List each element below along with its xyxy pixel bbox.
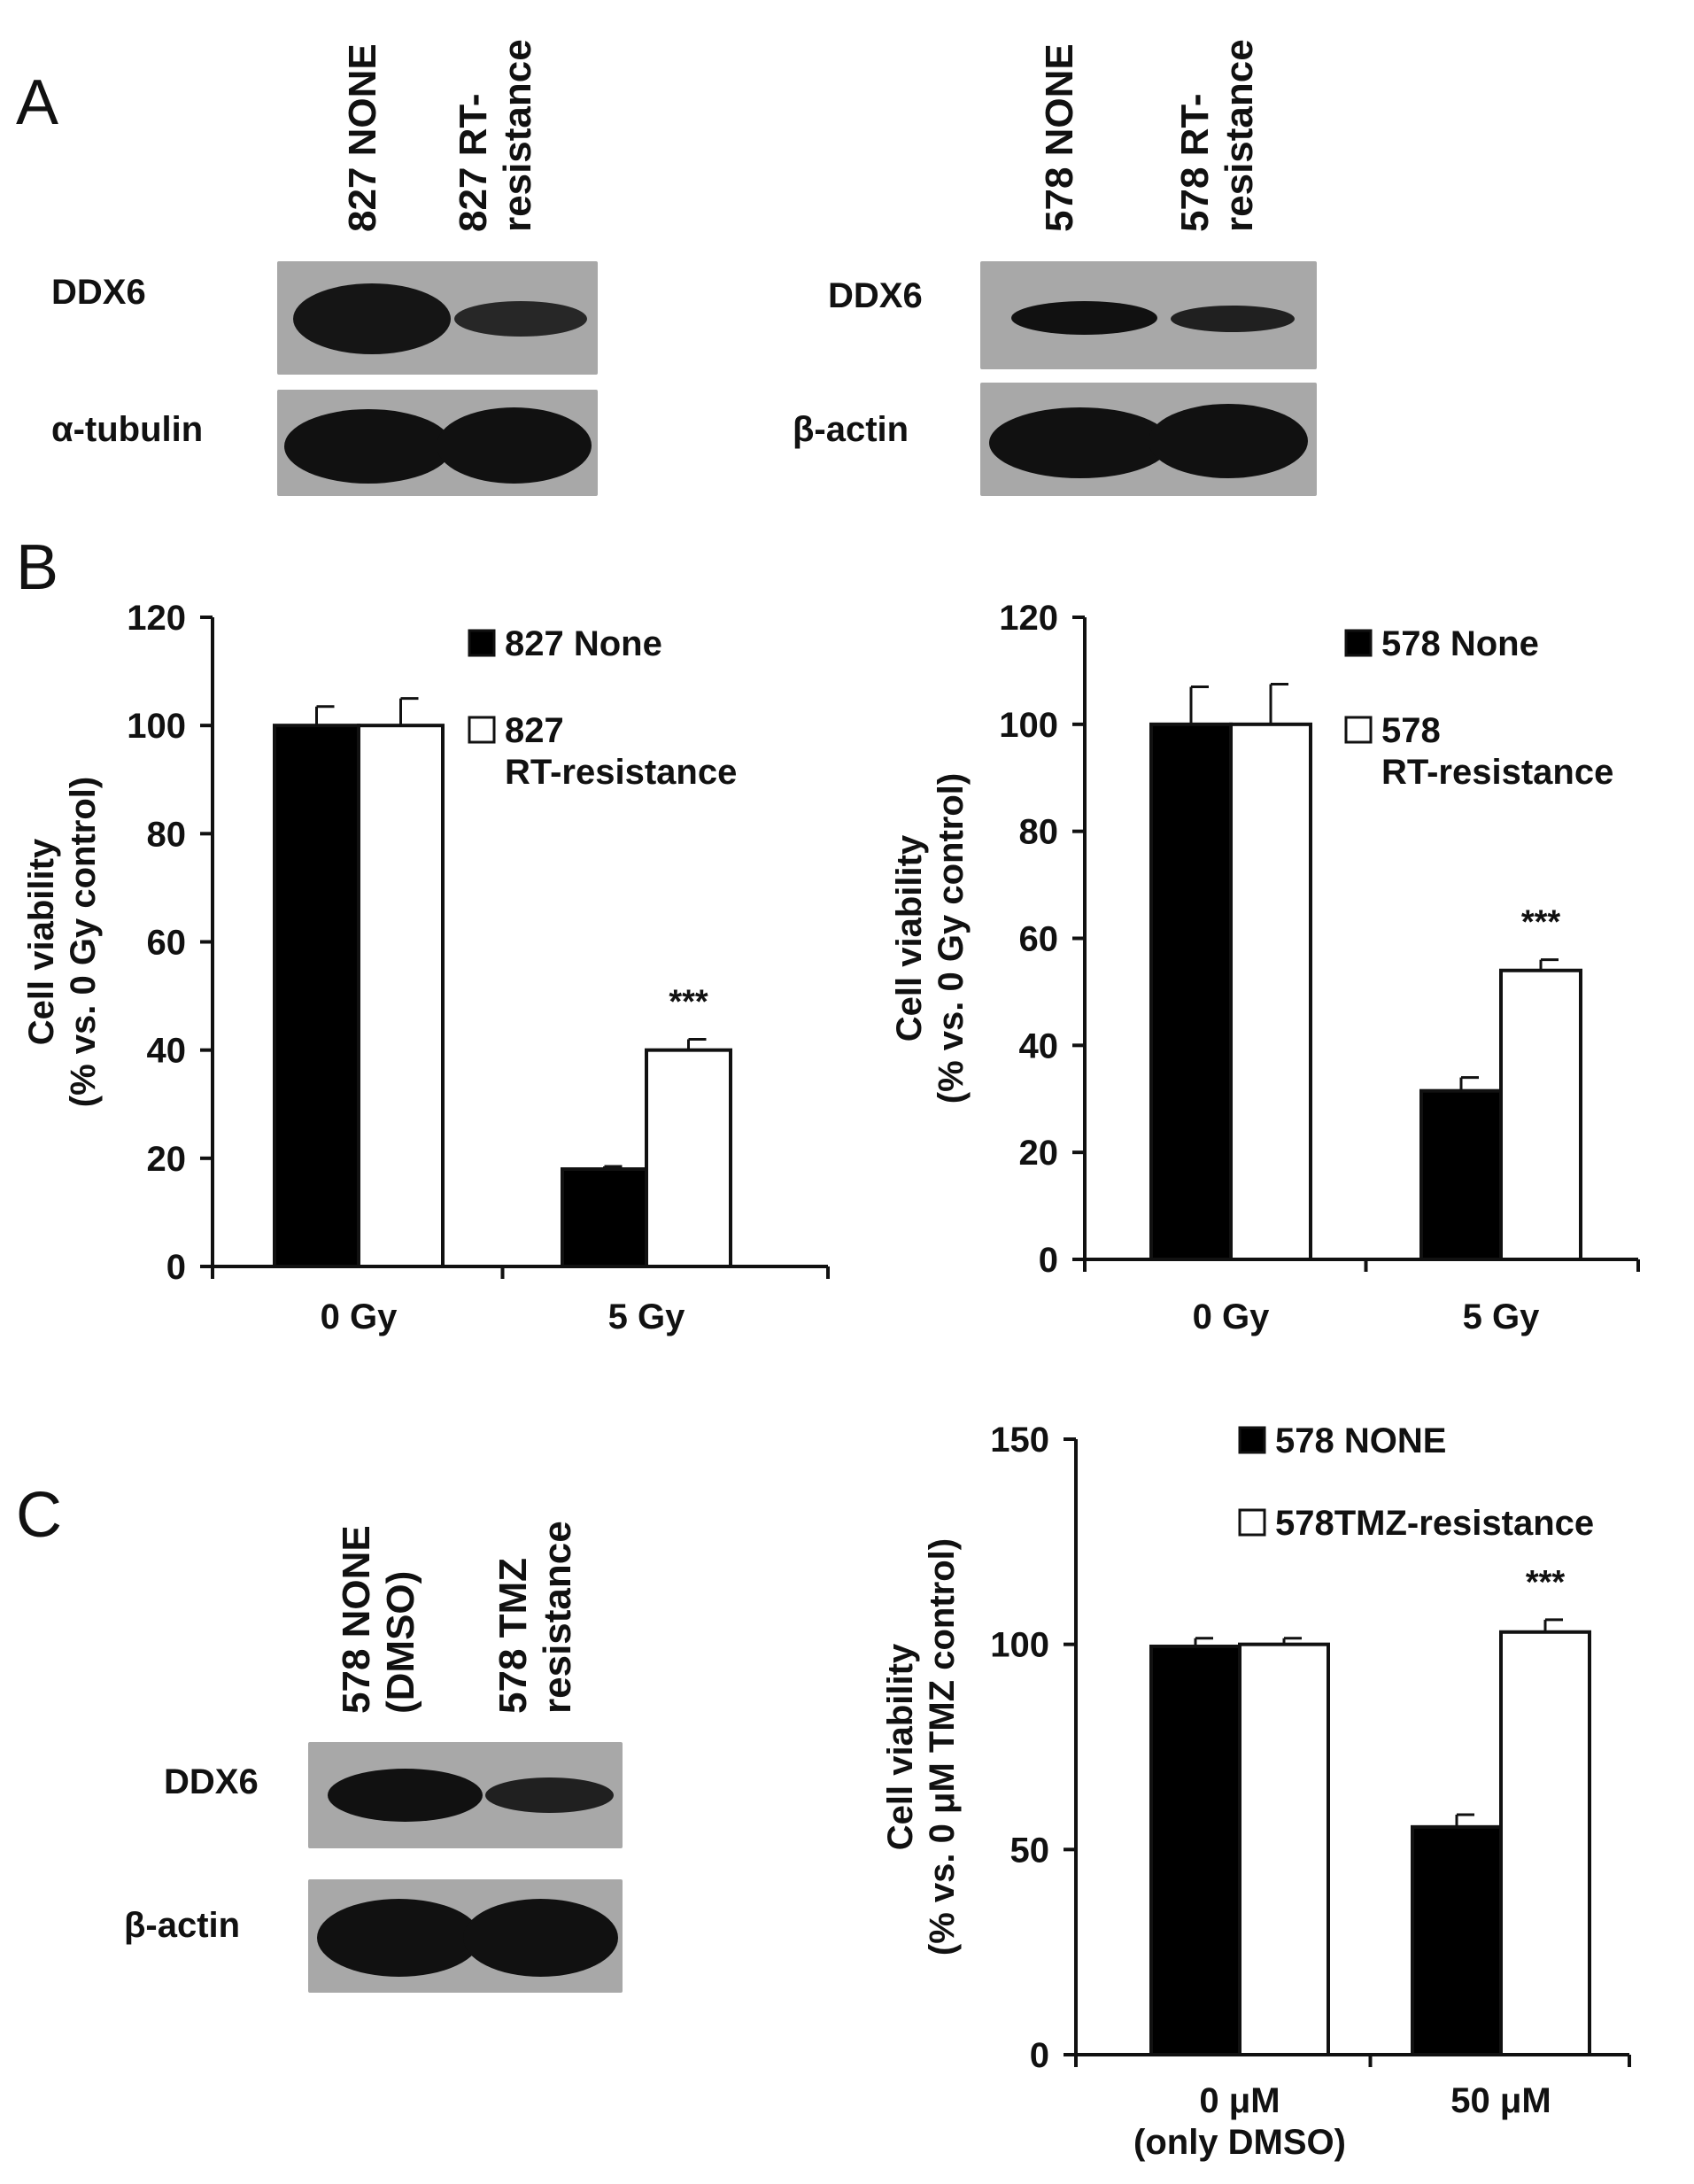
bar-chart-2: 0 20 40 60 80 100 120 Cell viability(% vs. 0 Gy… [890,599,1640,1336]
blot-row-label: β-actin [793,410,909,449]
protein-band [293,283,451,354]
y-axis-label: Cell viability(% vs. 0 Gy control) [890,773,971,1104]
legend-label: 578TMZ-resistance [1275,1504,1594,1543]
y-tick-label: 0 [166,1248,186,1287]
y-tick-label: 150 [990,1421,1049,1460]
legend-swatch [1344,629,1373,657]
y-tick-label: 40 [1019,1026,1059,1065]
protein-band [463,1899,618,1977]
blot-row-label: DDX6 [828,276,923,315]
blot-row-label: DDX6 [51,273,146,312]
bar [1419,1088,1503,1261]
x-tick-label: 50 μM [1450,2081,1551,2120]
panel-label-b: B [16,532,59,603]
blot-strip [308,1879,623,1993]
panel-label-c: C [16,1480,62,1551]
y-tick-label: 20 [147,1140,187,1179]
legend-swatch [1238,1426,1266,1454]
y-tick-label: 50 [1010,1831,1050,1870]
protein-band [317,1899,481,1977]
significance-marker: *** [669,983,708,1020]
protein-band [284,409,453,484]
bar [1149,1644,1241,2056]
protein-band [1011,301,1157,335]
blot-strip [308,1742,623,1848]
x-tick-label: 0 Gy [321,1297,398,1336]
bar [1229,722,1312,1261]
y-tick-label: 80 [147,815,187,854]
y-tick-label: 80 [1019,813,1059,852]
y-tick-label: 100 [990,1626,1049,1665]
bar [1411,1824,1503,2057]
legend-swatch [468,629,496,657]
bar [1238,1642,1330,2056]
protein-band [454,301,587,337]
bar-chart-3: 0 50 100 150 Cell viability(% vs. 0 μM TMZ c… [881,1421,1631,2162]
y-tick-label: 20 [1019,1134,1059,1173]
protein-band [989,407,1171,478]
legend-swatch [1238,1508,1266,1537]
blot-strip [980,261,1317,369]
y-tick-label: 60 [147,924,187,963]
bar [561,1167,648,1269]
y-axis-label: Cell viability(% vs. 0 μM TMZ control) [881,1538,962,1956]
bar [645,1048,732,1268]
protein-band [1149,404,1308,478]
y-tick-label: 60 [1019,920,1059,959]
blot-strip [277,390,598,496]
legend-label: 827 None [505,624,662,663]
y-tick-label: 100 [999,706,1058,745]
y-axis-label: Cell viability(% vs. 0 Gy control) [22,777,103,1107]
significance-marker: *** [1526,1564,1566,1601]
bar [1149,722,1233,1261]
bar [1499,1630,1591,2057]
legend-label: 578 NONE [1275,1421,1446,1460]
y-tick-label: 100 [127,707,186,746]
x-tick-label: 5 Gy [608,1297,685,1336]
blot-row-label: α-tubulin [51,410,204,449]
y-tick-label: 40 [147,1032,187,1071]
bar [273,724,360,1268]
protein-band [1171,306,1295,332]
y-tick-label: 120 [999,599,1058,638]
panel-label-a: A [16,67,59,138]
y-tick-label: 120 [127,599,186,638]
x-tick-label: 0 Gy [1193,1297,1270,1336]
y-tick-label: 0 [1030,2036,1049,2075]
bar-chart-1: 0 20 40 60 80 100 120 Cell viability(% vs. 0 Gy… [22,599,830,1336]
legend-label: 827 RT-resistance [505,711,737,792]
x-tick-label: 5 Gy [1463,1297,1540,1336]
bar [357,724,445,1268]
blot-row-label: DDX6 [164,1762,259,1801]
legend-swatch [468,716,496,744]
legend-label: 578 RT-resistance [1381,711,1613,792]
significance-marker: *** [1521,904,1561,941]
blot-row-label: β-actin [124,1906,241,1945]
protein-band [437,407,592,484]
protein-band [328,1769,483,1822]
bar [1499,968,1582,1261]
blot-strip [277,261,598,375]
blot-strip [980,383,1317,496]
legend-label: 578 None [1381,624,1539,663]
x-tick-label: 0 μM (only DMSO) [1133,2081,1346,2162]
protein-band [485,1777,614,1813]
legend-swatch [1344,716,1373,744]
y-tick-label: 0 [1039,1241,1058,1280]
